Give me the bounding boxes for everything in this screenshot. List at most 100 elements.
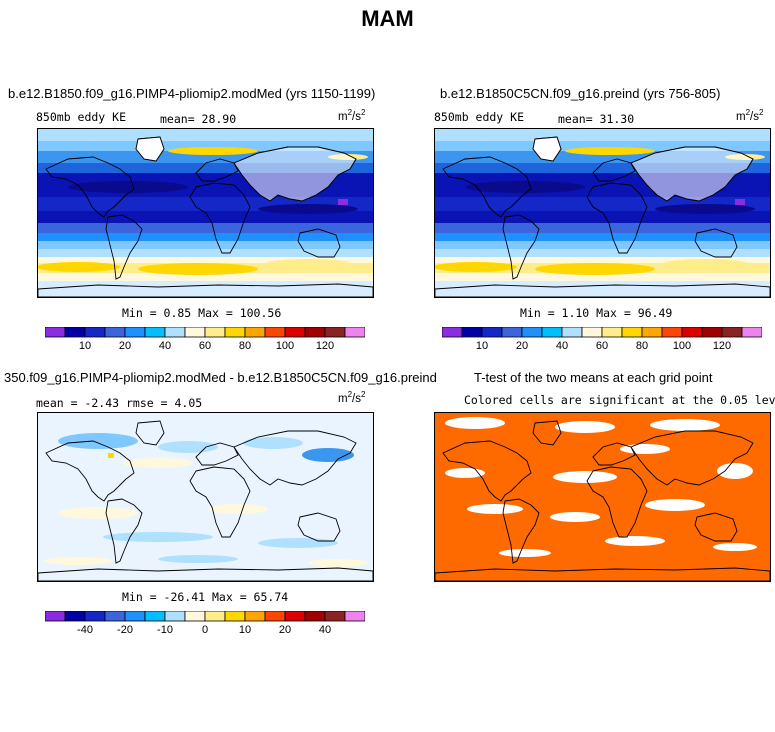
panel2-variable-label: 850mb eddy KE — [434, 110, 525, 124]
colorbar-box — [501, 326, 523, 338]
ttest-nonsignificant-area — [645, 499, 705, 511]
panel2-map — [434, 128, 771, 298]
diff-anomaly-patch — [158, 441, 218, 453]
colorbar-box — [621, 326, 643, 338]
ke-band — [435, 249, 770, 257]
colorbar-tick-label: -10 — [157, 624, 173, 635]
diff-anomaly-patch — [108, 453, 114, 458]
colorbar-box — [461, 326, 483, 338]
panel4-map — [434, 412, 771, 582]
colorbar-box — [264, 610, 286, 622]
ke-band — [435, 211, 770, 223]
ke-tropical-minimum — [655, 204, 755, 214]
colorbar-tick-label: -20 — [117, 624, 133, 635]
panel1-colorbar: 10 20 40 60 80 100 120 — [44, 326, 366, 352]
continent-outline-antarctica — [435, 567, 770, 581]
ke-band — [435, 233, 770, 241]
colorbar-box — [124, 610, 146, 622]
continent-outline-namerica — [442, 440, 532, 502]
panel3-units: m2/s2 — [338, 390, 366, 405]
colorbar-box — [84, 610, 106, 622]
colorbar-tick-label: 100 — [276, 340, 294, 351]
colorbar-tick-label: -40 — [77, 624, 93, 635]
ke-tropical-minimum — [465, 181, 585, 193]
panel1-minmax: Min = 0.85 Max = 100.56 — [122, 306, 282, 320]
panel3-title: 350.f09_g16.PIMP4-pliomip2.modMed - b.e1… — [4, 370, 437, 385]
colorbar-box — [224, 610, 246, 622]
ttest-nonsignificant-area — [445, 468, 485, 478]
continent-outline-europe — [592, 442, 636, 466]
continent-outline-antarctica — [38, 283, 373, 297]
page-title: MAM — [361, 6, 414, 31]
ke-band — [435, 223, 770, 233]
continent-outline-namerica — [45, 156, 135, 218]
ke-band — [435, 241, 770, 249]
diff-anomaly-patch — [158, 555, 238, 563]
ke-masked-region — [135, 136, 165, 162]
colorbar-box — [324, 326, 346, 338]
colorbar-svg: 10 20 40 60 80 100 120 — [441, 326, 763, 352]
colorbar-box — [184, 326, 206, 338]
colorbar-box — [344, 610, 366, 622]
continent-outline-greenland — [135, 420, 165, 446]
continent-outline-australia — [694, 228, 738, 258]
panel1-variable-label: 850mb eddy KE — [36, 110, 127, 124]
ke-tropical-minimum — [258, 204, 358, 214]
ke-band — [38, 141, 373, 151]
colorbar-box — [661, 326, 683, 338]
colorbar-box — [244, 326, 266, 338]
panel3-colorbar: -40 -20 -10 0 10 20 40 — [44, 610, 366, 636]
colorbar-tick-label: 100 — [673, 340, 691, 351]
colorbar-box — [541, 326, 563, 338]
continent-outline-africa — [586, 466, 648, 538]
colorbar-tick-label: 40 — [159, 340, 171, 351]
continent-outline-australia — [297, 228, 341, 258]
colorbar-tick-label: 20 — [119, 340, 131, 351]
ke-storm-track-max — [168, 147, 258, 155]
ke-band — [38, 129, 373, 141]
colorbar-box — [244, 610, 266, 622]
ke-band — [38, 223, 373, 233]
colorbar-box — [324, 610, 346, 622]
colorbar-box — [581, 326, 603, 338]
diff-anomaly-patch — [58, 433, 138, 449]
diff-anomaly-patch — [302, 448, 354, 462]
colorbar-box — [44, 326, 66, 338]
ke-band — [38, 163, 373, 173]
colorbar-tick-label: 120 — [713, 340, 731, 351]
continent-outline-europe — [592, 158, 636, 182]
colorbar-box — [184, 610, 206, 622]
ke-local-min — [338, 199, 348, 205]
diff-anomaly-patch — [58, 507, 138, 519]
continent-outline-samerica — [502, 214, 540, 280]
colorbar-box — [741, 326, 763, 338]
continent-outline-samerica — [105, 214, 143, 280]
colorbar-tick-label: 10 — [476, 340, 488, 351]
colorbar-box — [701, 326, 723, 338]
colorbar-box — [284, 610, 306, 622]
colorbar-box — [481, 326, 503, 338]
colorbar-box — [104, 610, 126, 622]
panel1-map — [37, 128, 374, 298]
colorbar-svg: 10 20 40 60 80 100 120 — [44, 326, 366, 352]
panel4-subtitle: Colored cells are significant at the 0.0… — [464, 393, 775, 407]
ttest-nonsignificant-area — [555, 421, 615, 433]
colorbar-box — [84, 326, 106, 338]
colorbar-box — [124, 326, 146, 338]
colorbar-box — [561, 326, 583, 338]
continent-outline-samerica — [502, 498, 540, 564]
ttest-nonsignificant-area — [553, 471, 617, 483]
diff-anomaly-patch — [103, 532, 213, 542]
continent-outline-africa — [189, 182, 251, 254]
colorbar-box — [44, 610, 66, 622]
colorbar-box — [721, 326, 743, 338]
continent-outline-asia — [233, 430, 357, 486]
colorbar-box — [144, 326, 166, 338]
continent-outline-antarctica — [38, 567, 373, 581]
continent-outline-australia — [694, 512, 738, 542]
panel3-map — [37, 412, 374, 582]
diff-anomaly-patch — [243, 437, 303, 449]
diff-anomaly-patch — [308, 559, 368, 567]
colorbar-box — [204, 610, 226, 622]
continent-outline-greenland — [532, 420, 562, 446]
